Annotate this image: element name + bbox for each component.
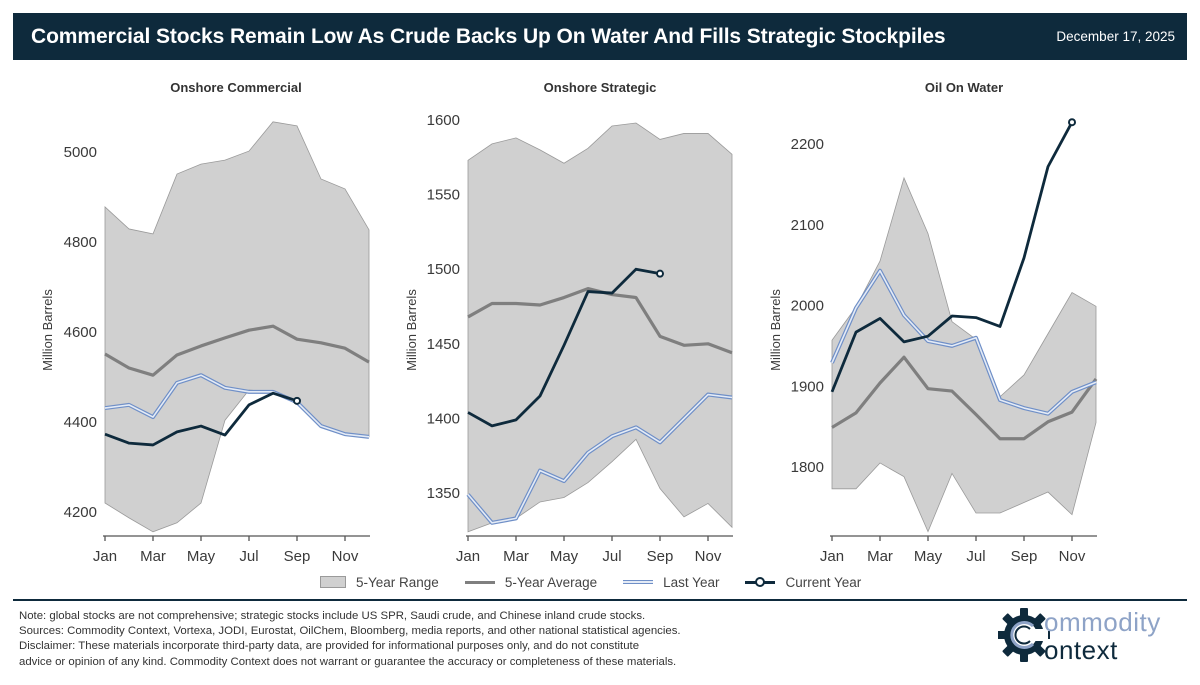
footer-disclaimer-line-1: Disclaimer: These materials incorporate … — [19, 640, 640, 653]
onshore-commercial-y-tick-label: 4200 — [64, 504, 97, 521]
gear-icon — [998, 608, 1050, 662]
onshore-commercial-x-tick-label: Mar — [140, 548, 166, 565]
onshore-strategic-5yr-range-band — [467, 122, 733, 533]
legend-label-range: 5-Year Range — [356, 574, 439, 590]
onshore-commercial-x-tick-label: Sep — [284, 548, 311, 565]
legend-label-average: 5-Year Average — [504, 574, 598, 590]
legend-item-average: 5-Year Average — [464, 574, 598, 590]
oil-on-water-x-tick-label: Sep — [1011, 548, 1038, 565]
oil-on-water-y-tick-label: 2000 — [791, 298, 824, 315]
onshore-commercial-current-year-endpoint — [293, 396, 301, 405]
oil-on-water-y-tick-label: 2100 — [791, 217, 824, 234]
oil-on-water-5yr-average-line — [831, 355, 1098, 441]
oil-on-water-x-tick-label: Jan — [820, 548, 844, 565]
onshore-strategic-x-tick-label: Nov — [695, 548, 722, 565]
charts-canvas: Onshore Commercial Million Barrels 4200 440… — [40, 80, 1098, 565]
onshore-strategic-x-tick-label: Jul — [602, 548, 621, 565]
oil-on-water-y-axis-title: Million Barrels — [768, 289, 783, 371]
commodity-context-logo: ommodity ontext — [998, 604, 1188, 666]
footer-sources: Sources: Commodity Context, Vortexa, JOD… — [19, 625, 681, 638]
legend-item-current-year: Current Year — [745, 575, 861, 590]
onshore-strategic-current-year-endpoint — [656, 269, 664, 278]
footer-disclaimer-line-2: advice or opinion of any kind. Commodity… — [19, 655, 677, 668]
onshore-commercial-x-tick-label: Jan — [93, 548, 117, 565]
onshore-commercial-5yr-average-line — [104, 324, 370, 377]
onshore-commercial-title: Onshore Commercial — [170, 80, 302, 95]
onshore-strategic-y-tick-label: 1550 — [427, 187, 460, 204]
footer-notes: Note: global stocks are not comprehensiv… — [19, 609, 779, 670]
onshore-strategic-title: Onshore Strategic — [544, 80, 657, 95]
oil-on-water-5yr-range-band — [831, 176, 1097, 533]
oil-on-water-x-tick-label: Mar — [867, 548, 893, 565]
chart-legend: 5-Year Range 5-Year Average Last Year Cu… — [320, 572, 887, 592]
legend-swatch-average — [464, 580, 495, 584]
report-date: December 17, 2025 — [1056, 29, 1175, 44]
onshore-commercial-last-year-line-inner — [104, 374, 370, 438]
oil-on-water-y-tick-label: 2200 — [791, 136, 824, 153]
onshore-strategic-x-tick-label: Sep — [647, 548, 674, 565]
onshore-strategic-x-tick-label: Mar — [503, 548, 529, 565]
onshore-commercial-5yr-range-band — [104, 121, 370, 533]
onshore-strategic-x-tick-label: May — [550, 548, 579, 565]
oil-on-water-y-tick-label: 1800 — [791, 459, 824, 476]
onshore-commercial-y-axis-title: Million Barrels — [40, 289, 55, 371]
onshore-commercial-x-tick-label: Nov — [332, 548, 359, 565]
onshore-strategic-x-tick-label: Jan — [456, 548, 480, 565]
footer-note: Note: global stocks are not comprehensiv… — [19, 610, 646, 622]
oil-on-water-last-year-line-inner — [831, 269, 1097, 415]
onshore-commercial-current-year-line — [104, 391, 298, 447]
legend-swatch-current-year — [745, 576, 776, 587]
onshore-commercial-y-tick-label: 4800 — [64, 234, 97, 251]
onshore-commercial-y-tick-label: 5000 — [64, 144, 97, 161]
onshore-commercial-y-tick-label: 4400 — [64, 414, 97, 431]
onshore-strategic-current-year-line — [467, 267, 661, 428]
logo-word-context: ontext — [1044, 635, 1118, 665]
legend-swatch-last-year — [623, 580, 654, 584]
legend-item-range: 5-Year Range — [320, 575, 439, 590]
onshore-strategic-last-year-line-inner — [467, 393, 733, 524]
onshore-strategic-y-tick-label: 1600 — [427, 112, 460, 129]
logo-word-commodity: ommodity — [1044, 607, 1161, 637]
onshore-strategic-y-axis-title: Million Barrels — [404, 289, 419, 371]
title-bar: Commercial Stocks Remain Low As Crude Ba… — [13, 13, 1187, 60]
legend-item-last-year: Last Year — [623, 575, 719, 590]
oil-on-water-x-tick-label: Jul — [966, 548, 985, 565]
oil-on-water-y-tick-label: 1900 — [791, 378, 824, 395]
oil-on-water-current-year-line — [830, 121, 1074, 393]
oil-on-water-x-tick-label: May — [914, 548, 943, 565]
onshore-commercial-x-tick-label: Jul — [239, 548, 258, 565]
legend-label-current-year: Current Year — [785, 574, 862, 590]
footer-divider — [13, 599, 1187, 601]
onshore-commercial-x-tick-label: May — [187, 548, 216, 565]
page-title: Commercial Stocks Remain Low As Crude Ba… — [31, 24, 946, 48]
legend-label-last-year: Last Year — [663, 574, 720, 590]
onshore-strategic-y-tick-label: 1450 — [427, 336, 460, 353]
oil-on-water-x-tick-label: Nov — [1059, 548, 1086, 565]
onshore-commercial-y-tick-label: 4600 — [64, 324, 97, 341]
oil-on-water-current-year-endpoint — [1068, 118, 1076, 127]
onshore-strategic-y-tick-label: 1500 — [427, 261, 460, 278]
onshore-strategic-y-tick-label: 1400 — [427, 410, 460, 427]
legend-swatch-range — [320, 576, 346, 588]
oil-on-water-title: Oil On Water — [925, 80, 1003, 95]
onshore-strategic-y-tick-label: 1350 — [427, 485, 460, 502]
